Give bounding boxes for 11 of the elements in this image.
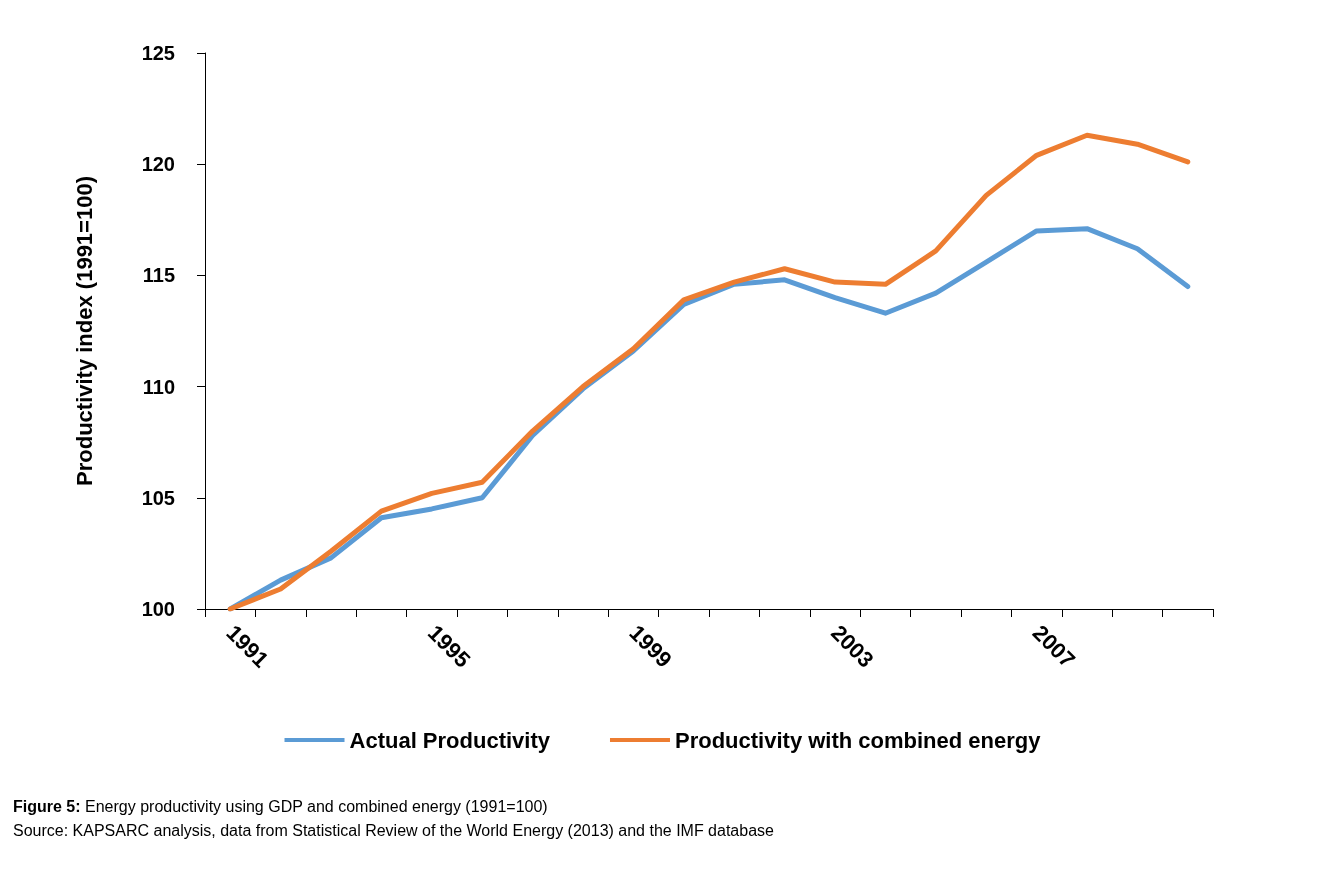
y-tick-label: 100 [141, 598, 175, 620]
source-note: Source: KAPSARC analysis, data from Statistical Review of the World Energy (2013) and the IMF database [13, 821, 775, 839]
y-tick-label: 105 [141, 486, 175, 509]
y-tick-label: 115 [142, 264, 175, 287]
y-axis-title: Productivity index (1991=100) [71, 176, 97, 486]
y-tick-label: 125 [141, 42, 175, 64]
legend-label: Actual Productivity [349, 727, 551, 753]
y-tick-label: 110 [142, 375, 175, 398]
caption: Figure 5: Energy productivity using GDP and combined energy (1991=100) [13, 797, 548, 815]
legend-label: Productivity with combined energy [674, 727, 1042, 753]
y-tick-label: 120 [141, 153, 175, 176]
